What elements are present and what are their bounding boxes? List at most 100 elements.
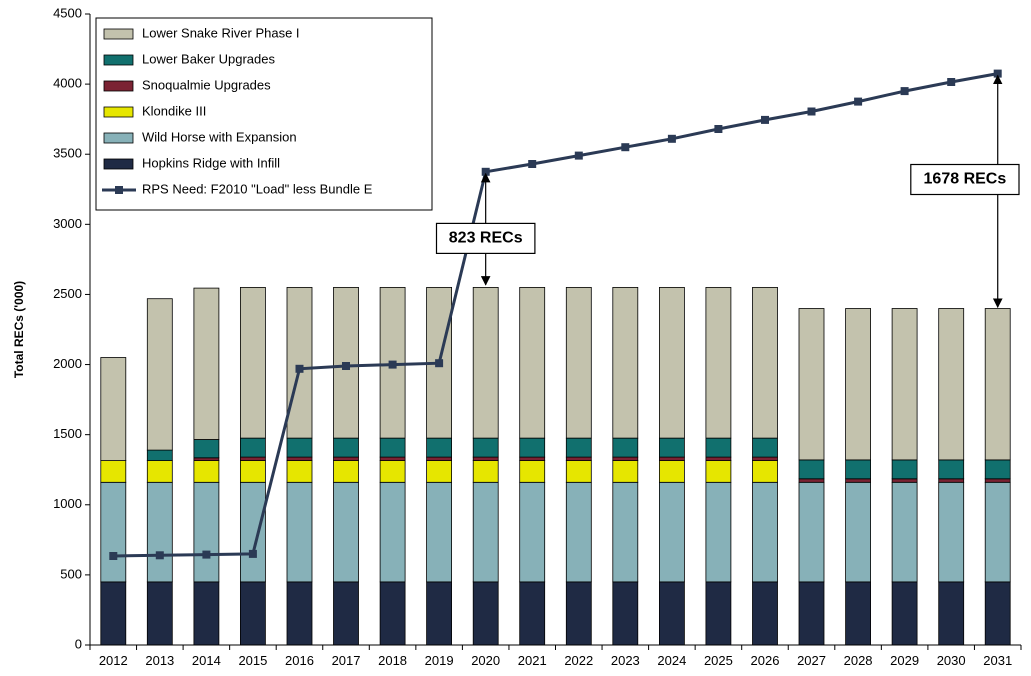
bar-segment-3-2017 xyxy=(333,456,359,462)
y-tick-label-2500: 2500 xyxy=(53,286,82,301)
bar-segment-3-2015 xyxy=(239,456,266,462)
bar-segment-0-2014 xyxy=(193,581,220,646)
bar-segment-1-2013 xyxy=(146,481,173,583)
bar-segment-0-2024 xyxy=(659,581,685,646)
bar-segment-5-2021 xyxy=(519,286,546,439)
legend-label-3: Klondike III xyxy=(142,103,206,118)
x-tick-label-2021: 2021 xyxy=(518,653,547,668)
rps-need-marker-2026 xyxy=(761,115,769,124)
legend: Lower Snake River Phase I Lower Baker Upg… xyxy=(95,17,433,211)
y-tick-label-0: 0 xyxy=(75,636,82,651)
axes-layer: 0 500 1000 1500 2000 2500 3000 3500 4000 4500 2012… xyxy=(53,5,1022,668)
rps-need-marker-2018 xyxy=(388,360,397,369)
x-tick-label-2027: 2027 xyxy=(797,653,826,668)
bar-segment-2-2022 xyxy=(565,460,592,483)
bar-segment-2-2021 xyxy=(519,460,546,483)
bar-segment-4-2014 xyxy=(193,439,220,459)
x-tick-label-2018: 2018 xyxy=(378,653,407,668)
bar-segment-4-2022 xyxy=(565,437,592,458)
bar-segment-4-2020 xyxy=(472,437,499,458)
bar-segment-1-2017 xyxy=(333,481,359,583)
bar-segment-0-2018 xyxy=(379,581,406,646)
legend-swatch-2 xyxy=(103,80,134,92)
bar-segment-0-2015 xyxy=(239,581,266,646)
bar-segment-2-2013 xyxy=(146,460,173,483)
y-tick-label-4000: 4000 xyxy=(53,76,82,91)
bar-segment-4-2030 xyxy=(938,459,965,480)
rps-need-marker-2017 xyxy=(342,362,350,370)
legend-line-marker xyxy=(115,186,123,194)
bar-segment-5-2012 xyxy=(100,357,127,461)
annotation-box-0 xyxy=(435,222,536,254)
annotation-label-1: 1678 RECs xyxy=(924,171,1007,188)
bar-segment-4-2029 xyxy=(891,459,918,480)
legend-box xyxy=(95,17,433,211)
bar-segment-3-2022 xyxy=(565,456,592,462)
bar-segment-2-2016 xyxy=(286,460,313,483)
rps-need-marker-2023 xyxy=(621,143,630,152)
x-tick-label-2016: 2016 xyxy=(285,653,314,668)
x-tick-label-2017: 2017 xyxy=(332,653,361,668)
bar-segment-3-2027 xyxy=(798,478,825,483)
bar-segment-1-2015 xyxy=(239,481,266,583)
bar-segment-0-2027 xyxy=(798,581,825,646)
bar-segment-4-2018 xyxy=(379,437,406,458)
bar-segment-2-2012 xyxy=(100,460,127,483)
bar-segment-2-2018 xyxy=(379,460,406,483)
legend-swatch-5 xyxy=(103,158,134,170)
rps-need-marker-2029 xyxy=(900,87,909,96)
x-tick-label-2025: 2025 xyxy=(704,653,733,668)
bar-segment-1-2025 xyxy=(705,481,732,583)
x-tick-label-2022: 2022 xyxy=(564,653,593,668)
y-tick-label-1500: 1500 xyxy=(53,426,82,441)
bar-segment-5-2026 xyxy=(752,286,778,439)
bar-segment-0-2031 xyxy=(984,581,1011,646)
bar-segment-1-2020 xyxy=(472,481,499,583)
bar-segment-3-2029 xyxy=(891,478,918,483)
bar-segment-5-2031 xyxy=(984,308,1011,461)
legend-label-2: Snoqualmie Upgrades xyxy=(142,77,271,92)
bar-segment-1-2030 xyxy=(938,481,965,583)
legend-label-1: Lower Baker Upgrades xyxy=(142,51,275,66)
bar-segment-2-2017 xyxy=(333,460,359,483)
bar-segment-0-2019 xyxy=(426,581,453,646)
y-axis-title: Total RECs ('000) xyxy=(12,281,26,378)
bar-segment-5-2016 xyxy=(286,286,313,439)
bar-segment-4-2023 xyxy=(612,437,639,458)
x-tick-label-2014: 2014 xyxy=(192,653,221,668)
rps-need-marker-2024 xyxy=(667,134,676,143)
bar-segment-0-2030 xyxy=(938,581,965,646)
annotation-layer: 823 RECs 1678 RECs xyxy=(435,74,1020,309)
bar-segment-1-2014 xyxy=(193,481,220,583)
bar-segment-0-2012 xyxy=(100,581,127,646)
rps-need-marker-2012 xyxy=(109,552,118,560)
bar-segment-1-2027 xyxy=(798,481,825,583)
bar-segment-1-2026 xyxy=(752,481,778,583)
annotation-label-0: 823 RECs xyxy=(449,230,523,247)
x-tick-label-2015: 2015 xyxy=(238,653,267,668)
bar-segment-1-2021 xyxy=(519,481,546,583)
rps-need-marker-2019 xyxy=(435,359,444,368)
bar-segment-5-2014 xyxy=(193,287,220,440)
x-tick-label-2028: 2028 xyxy=(844,653,873,668)
bar-segment-0-2017 xyxy=(333,581,359,646)
bar-segment-1-2031 xyxy=(984,481,1011,583)
bar-segment-2-2026 xyxy=(752,460,778,483)
bar-segment-3-2030 xyxy=(938,478,965,483)
bar-segment-5-2022 xyxy=(565,286,592,439)
bar-segment-3-2025 xyxy=(705,456,732,462)
legend-swatch-1 xyxy=(103,54,134,66)
bar-segment-1-2024 xyxy=(659,481,685,583)
bar-segment-5-2020 xyxy=(472,286,499,439)
bar-segment-0-2013 xyxy=(146,581,173,646)
bar-segment-1-2016 xyxy=(286,481,313,583)
bar-segment-3-2021 xyxy=(519,456,546,462)
bars-layer xyxy=(100,286,1011,646)
bar-segment-2-2020 xyxy=(472,460,499,483)
bar-segment-1-2023 xyxy=(612,481,639,583)
bar-segment-5-2015 xyxy=(239,286,266,439)
legend-swatch-4 xyxy=(103,132,134,144)
rps-need-marker-2027 xyxy=(807,107,816,116)
x-tick-label-2019: 2019 xyxy=(425,653,454,668)
bar-segment-1-2022 xyxy=(565,481,592,583)
